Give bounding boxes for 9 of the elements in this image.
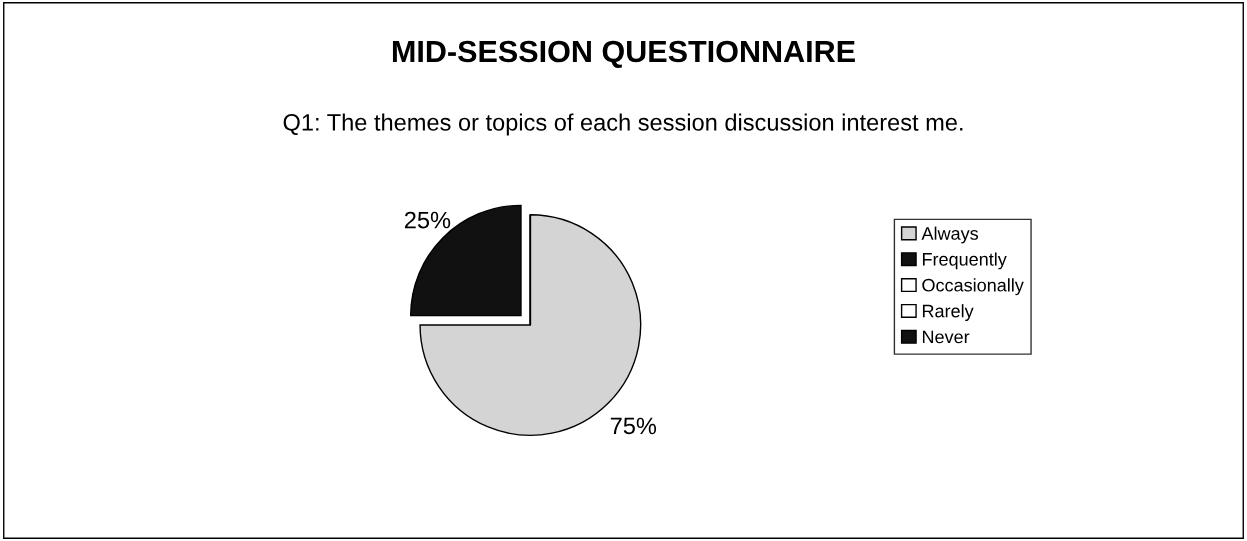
chart-title: MID-SESSION QUESTIONNAIRE — [392, 40, 855, 69]
legend-label: Never — [922, 330, 970, 344]
chart-subtitle: Q1: The themes or topics of each session discussion interest me. — [283, 113, 963, 136]
legend-label: Always — [921, 226, 979, 244]
legend-label: Frequently — [922, 252, 1007, 270]
legend-label: Occasionally — [922, 278, 1024, 296]
legend-label: Rarely — [922, 304, 974, 321]
data-label: 75% — [610, 417, 657, 435]
data-label: 25% — [404, 211, 451, 229]
